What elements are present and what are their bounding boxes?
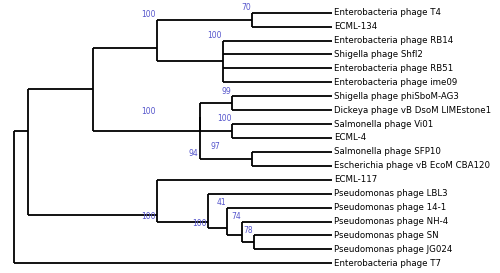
Text: 70: 70 bbox=[242, 3, 251, 12]
Text: 100: 100 bbox=[142, 107, 156, 116]
Text: Shigella phage phiSboM-AG3: Shigella phage phiSboM-AG3 bbox=[334, 92, 459, 101]
Text: 100: 100 bbox=[142, 212, 156, 221]
Text: Dickeya phage vB DsoM LIMEstone1: Dickeya phage vB DsoM LIMEstone1 bbox=[334, 106, 491, 115]
Text: 97: 97 bbox=[210, 142, 220, 151]
Text: 74: 74 bbox=[232, 212, 241, 221]
Text: 100: 100 bbox=[207, 31, 222, 40]
Text: Enterobacteria phage ime09: Enterobacteria phage ime09 bbox=[334, 78, 457, 87]
Text: Pseudomonas phage SN: Pseudomonas phage SN bbox=[334, 231, 438, 240]
Text: Enterobacteria phage RB14: Enterobacteria phage RB14 bbox=[334, 36, 453, 45]
Text: 94: 94 bbox=[189, 149, 198, 158]
Text: Salmonella phage SFP10: Salmonella phage SFP10 bbox=[334, 147, 441, 156]
Text: 41: 41 bbox=[217, 198, 226, 207]
Text: Pseudomonas phage JG024: Pseudomonas phage JG024 bbox=[334, 245, 452, 254]
Text: Pseudomonas phage LBL3: Pseudomonas phage LBL3 bbox=[334, 189, 448, 198]
Text: Pseudomonas phage 14-1: Pseudomonas phage 14-1 bbox=[334, 203, 446, 212]
Text: Shigella phage Shfl2: Shigella phage Shfl2 bbox=[334, 50, 423, 59]
Text: Enterobacteria phage T7: Enterobacteria phage T7 bbox=[334, 259, 441, 268]
Text: Enterobacteria phage T4: Enterobacteria phage T4 bbox=[334, 8, 441, 17]
Text: ECML-117: ECML-117 bbox=[334, 175, 377, 184]
Text: Salmonella phage Vi01: Salmonella phage Vi01 bbox=[334, 120, 433, 129]
Text: 78: 78 bbox=[243, 226, 252, 235]
Text: 100: 100 bbox=[142, 10, 156, 19]
Text: Escherichia phage vB EcoM CBA120: Escherichia phage vB EcoM CBA120 bbox=[334, 161, 490, 170]
Text: Enterobacteria phage RB51: Enterobacteria phage RB51 bbox=[334, 64, 453, 73]
Text: 99: 99 bbox=[222, 87, 232, 96]
Text: Pseudomonas phage NH-4: Pseudomonas phage NH-4 bbox=[334, 217, 448, 226]
Text: ECML-134: ECML-134 bbox=[334, 22, 377, 31]
Text: 100: 100 bbox=[217, 114, 232, 123]
Text: ECML-4: ECML-4 bbox=[334, 133, 366, 143]
Text: 100: 100 bbox=[192, 219, 207, 228]
